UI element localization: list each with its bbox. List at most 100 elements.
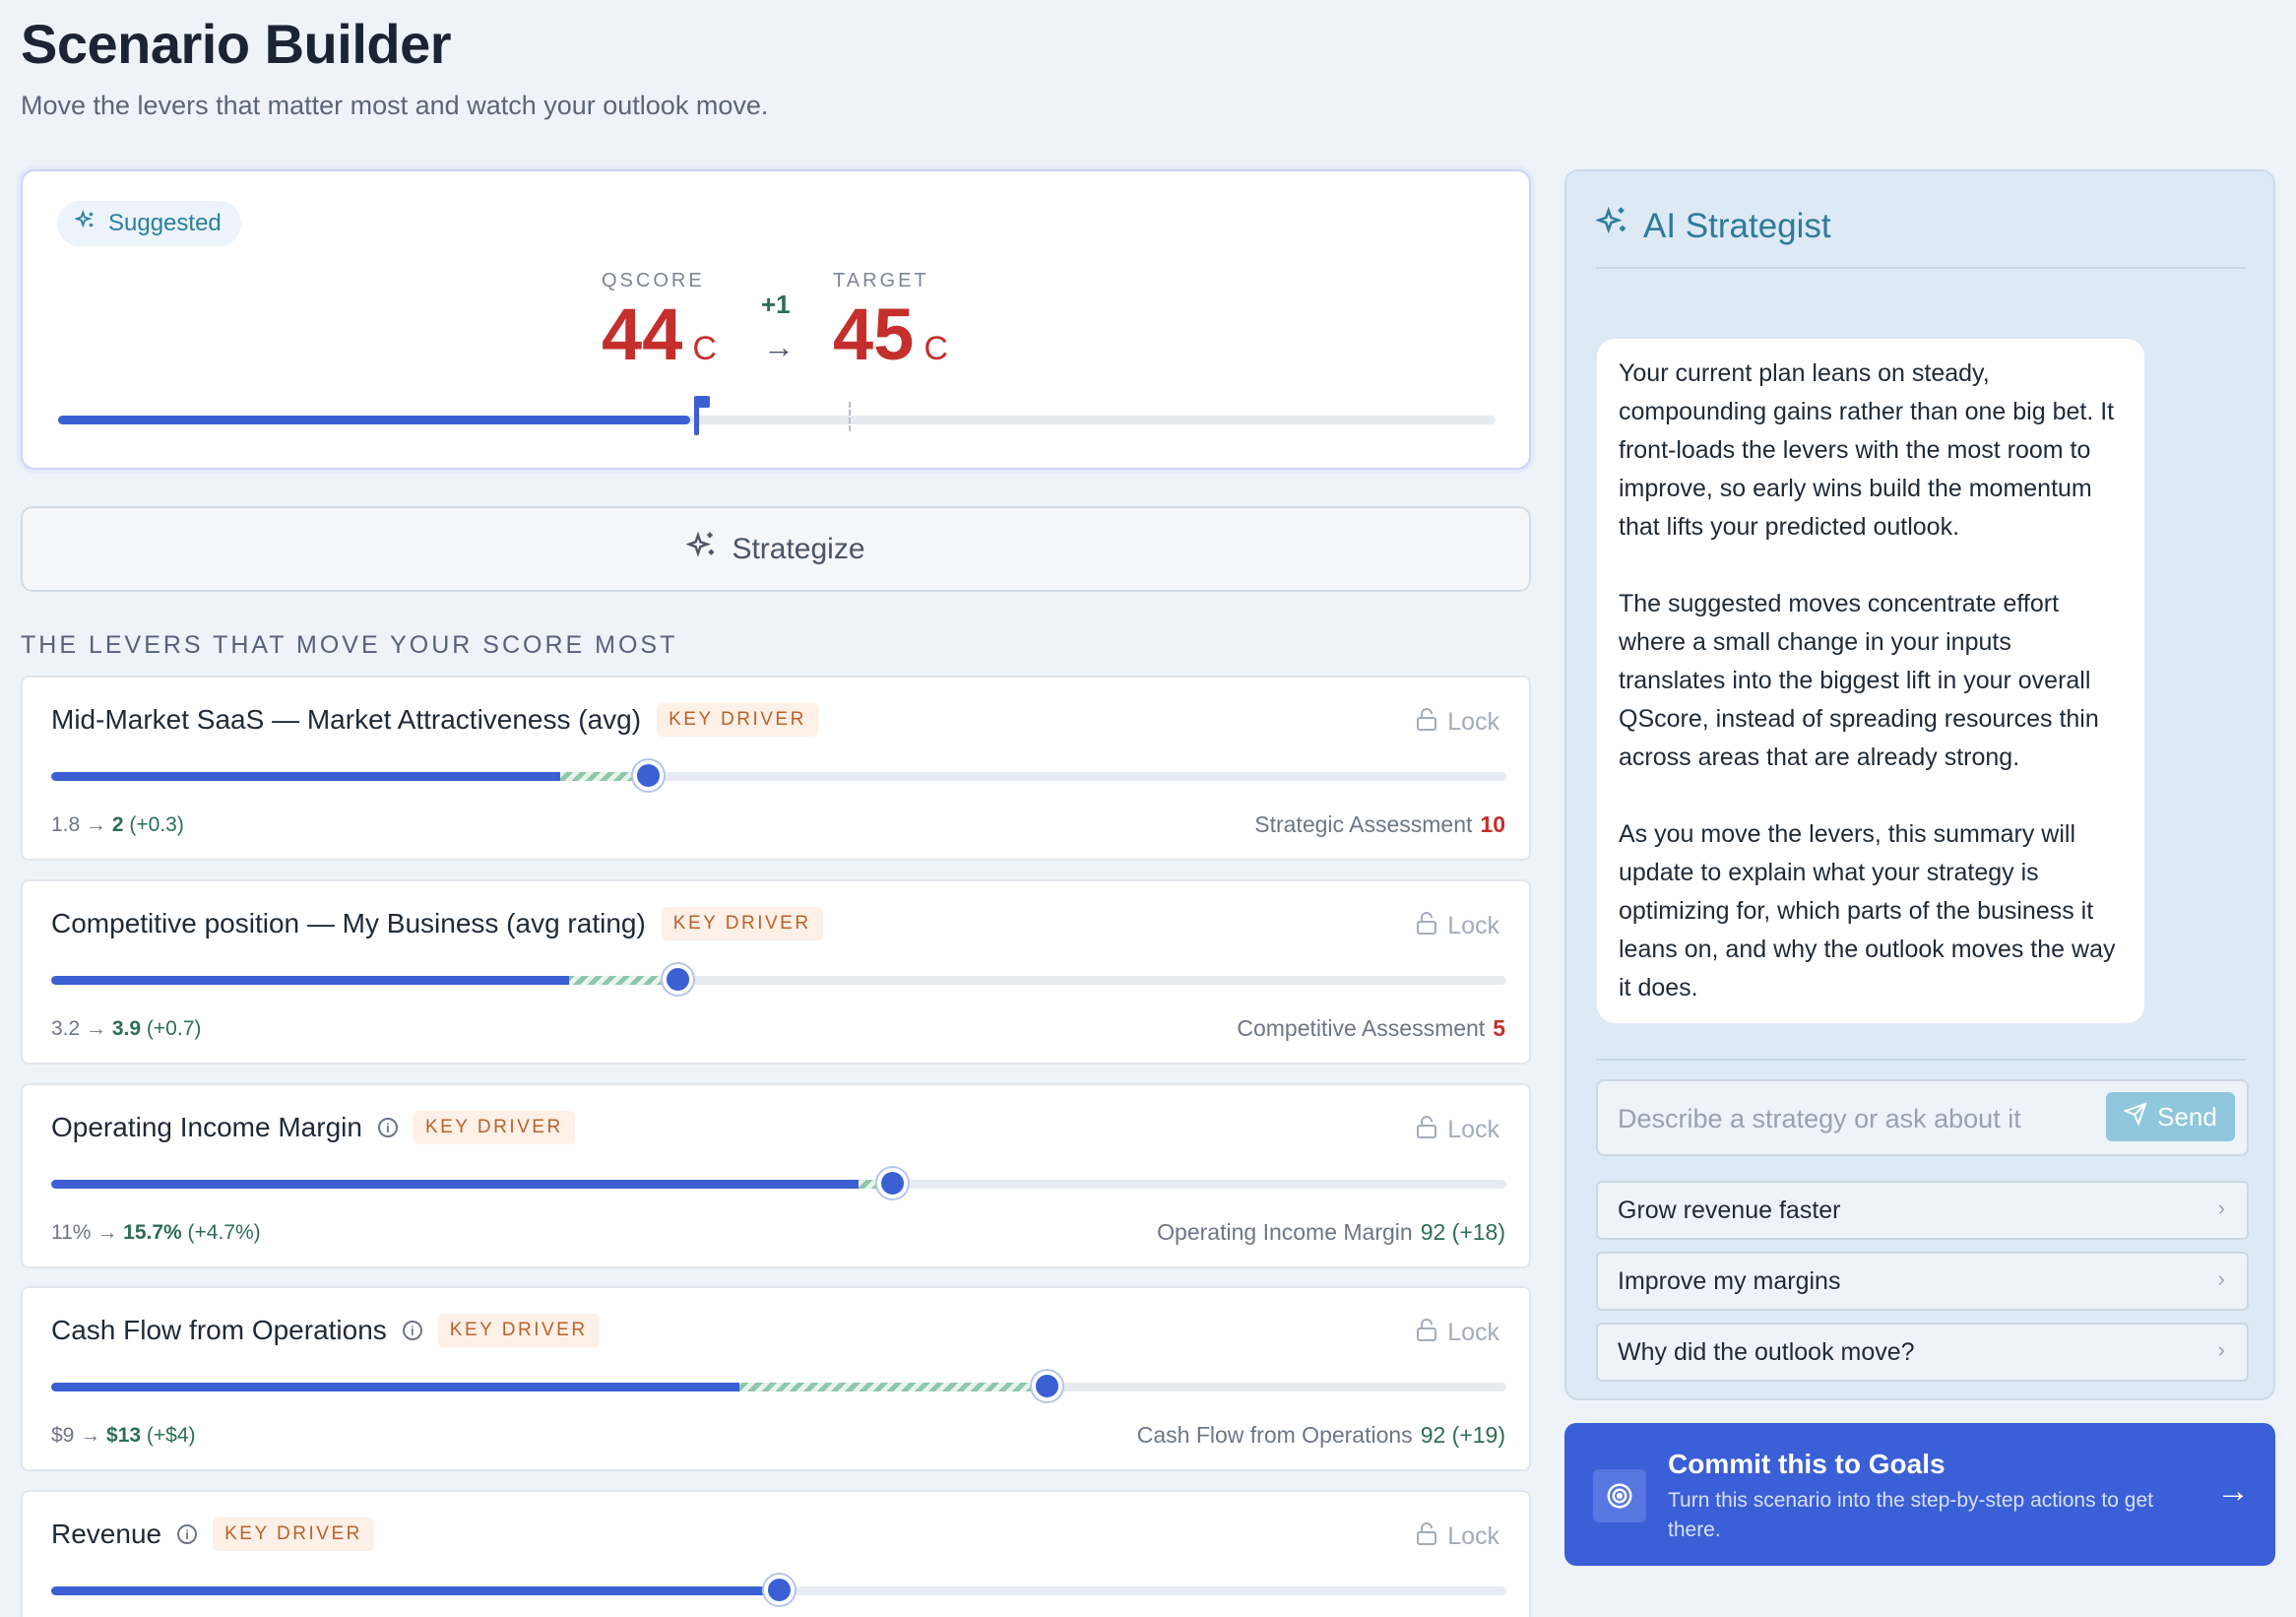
lock-button[interactable]: Lock <box>1416 1115 1499 1145</box>
lever-diff: (+0.7) <box>146 1017 202 1040</box>
lever-diff: (+0.3) <box>129 813 184 836</box>
suggested-label: Suggested <box>108 210 222 236</box>
lever-name: Mid-Market SaaS — Market Attractiveness … <box>51 704 642 735</box>
chevron-right-icon: › <box>2217 1337 2225 1362</box>
lever-slider[interactable] <box>51 760 1506 791</box>
lever-slider[interactable] <box>51 1575 1506 1605</box>
lever-metric-value: 5 <box>1493 1015 1505 1041</box>
lever-change: 3.2 → 3.9 (+0.7) <box>51 1017 202 1040</box>
suggestion-grow-revenue[interactable]: Grow revenue faster › <box>1596 1181 2249 1240</box>
send-button[interactable]: Send <box>2106 1092 2235 1141</box>
lever-title: Cash Flow from Operations i KEY DRIVER <box>51 1314 600 1347</box>
lock-label: Lock <box>1447 912 1499 939</box>
info-icon[interactable]: i <box>177 1524 198 1544</box>
lock-label: Lock <box>1447 1116 1499 1143</box>
key-driver-badge: KEY DRIVER <box>437 1314 600 1347</box>
lever-change: $9 → $13 (+$4) <box>51 1424 196 1447</box>
flag-icon <box>694 396 711 408</box>
lock-button[interactable]: Lock <box>1416 707 1499 738</box>
suggestion-label: Grow revenue faster <box>1618 1196 1841 1224</box>
qscore-block: QSCORE 44 C <box>602 270 717 371</box>
lever-card: Competitive position — My Business (avg … <box>21 879 1531 1065</box>
lever-metric-value: 92 (+18) <box>1420 1219 1505 1245</box>
page-subtitle: Move the levers that matter most and wat… <box>21 91 769 120</box>
lever-title: Operating Income Margin i KEY DRIVER <box>51 1111 575 1144</box>
lever-slider[interactable] <box>51 1371 1506 1401</box>
score-progress-track <box>58 396 1496 435</box>
lever-title: Revenue i KEY DRIVER <box>51 1518 374 1551</box>
suggested-badge[interactable]: Suggested <box>57 201 241 246</box>
lever-metric-value: 10 <box>1480 811 1505 837</box>
lever-slider-fill <box>51 1586 779 1595</box>
lock-icon <box>1416 911 1437 941</box>
suggestion-label: Why did the outlook move? <box>1618 1337 1915 1366</box>
lever-from-value: 11% <box>51 1221 92 1244</box>
suggestion-improve-margins[interactable]: Improve my margins › <box>1596 1252 2249 1311</box>
commit-to-goals-button[interactable]: Commit this to Goals Turn this scenario … <box>1564 1423 2275 1566</box>
lever-card: Mid-Market SaaS — Market Attractiveness … <box>21 676 1531 861</box>
ai-strategist-panel: AI Strategist Your current plan leans on… <box>1564 169 2275 1400</box>
lever-slider-fill <box>51 1180 860 1189</box>
score-progress-fill <box>58 416 691 424</box>
lever-metric: Strategic Assessment 10 <box>1254 811 1505 838</box>
lever-slider-fill <box>51 976 570 985</box>
lever-from-value: 3.2 <box>51 1017 81 1040</box>
lever-metric-label: Cash Flow from Operations <box>1136 1422 1413 1448</box>
suggestion-why-outlook[interactable]: Why did the outlook move? › <box>1596 1323 2249 1382</box>
lever-slider-thumb[interactable] <box>662 964 693 995</box>
lever-from-value: 1.8 <box>51 813 81 836</box>
qscore-label: QSCORE <box>602 270 705 291</box>
chevron-right-icon: › <box>2217 1266 2225 1291</box>
key-driver-badge: KEY DRIVER <box>213 1518 374 1551</box>
lock-button[interactable]: Lock <box>1416 1521 1499 1552</box>
ai-paragraph: Your current plan leans on steady, compo… <box>1619 359 2115 541</box>
lever-diff: (+$4) <box>146 1424 196 1447</box>
lever-slider-thumb[interactable] <box>1031 1371 1062 1401</box>
lever-metric-label: Strategic Assessment <box>1254 811 1473 837</box>
lever-to-value: 3.9 <box>111 1017 142 1040</box>
qscore-value: 44 <box>602 293 683 375</box>
lever-slider-change <box>560 772 648 781</box>
lever-to-value: $13 <box>106 1424 142 1447</box>
suggestion-label: Improve my margins <box>1618 1266 1841 1295</box>
info-icon[interactable]: i <box>402 1321 422 1340</box>
score-delta: +1 <box>761 290 791 319</box>
lever-slider-thumb[interactable] <box>764 1575 795 1605</box>
strategize-button[interactable]: Strategize <box>21 506 1531 592</box>
lever-name: Operating Income Margin <box>51 1112 362 1142</box>
lever-change: 11% → 15.7% (+4.7%) <box>51 1221 261 1244</box>
commit-subtitle: Turn this scenario into the step-by-step… <box>1668 1489 2153 1541</box>
ai-header: AI Strategist <box>1594 205 1831 247</box>
lever-slider-fill <box>51 772 561 781</box>
sparkle-icon <box>685 530 718 569</box>
lever-slider-thumb[interactable] <box>877 1168 909 1198</box>
page-title: Scenario Builder <box>21 13 452 75</box>
chat-input-box: Send <box>1596 1079 2249 1156</box>
lever-diff: (+4.7%) <box>187 1221 261 1244</box>
chat-input[interactable] <box>1618 1095 2090 1142</box>
lever-slider-thumb[interactable] <box>632 760 664 791</box>
lock-button[interactable]: Lock <box>1416 911 1499 941</box>
lock-label: Lock <box>1447 708 1499 736</box>
info-icon[interactable]: i <box>377 1118 398 1137</box>
send-label: Send <box>2157 1101 2217 1132</box>
divider <box>1596 1059 2246 1061</box>
lock-icon <box>1416 1318 1437 1348</box>
lever-metric: Operating Income Margin 92 (+18) <box>1157 1219 1505 1246</box>
send-icon <box>2123 1101 2147 1132</box>
lock-label: Lock <box>1447 1522 1499 1550</box>
lock-button[interactable]: Lock <box>1416 1318 1499 1348</box>
lever-change: 1.8 → 2 (+0.3) <box>51 813 184 836</box>
arrow-right-icon: → <box>763 329 795 364</box>
arrow-right-icon: → <box>2216 1472 2250 1510</box>
key-driver-badge: KEY DRIVER <box>413 1111 575 1144</box>
lever-slider[interactable] <box>51 964 1506 995</box>
score-card: Suggested QSCORE 44 C +1 → TARGET 45 C <box>21 169 1531 470</box>
lever-slider[interactable] <box>51 1168 1506 1198</box>
chevron-right-icon: › <box>2217 1196 2225 1220</box>
target-marker <box>849 402 851 431</box>
divider <box>1596 267 2246 269</box>
lever-metric-label: Operating Income Margin <box>1157 1219 1413 1245</box>
lever-metric: Cash Flow from Operations 92 (+19) <box>1137 1422 1505 1449</box>
lever-name: Cash Flow from Operations <box>51 1315 387 1345</box>
